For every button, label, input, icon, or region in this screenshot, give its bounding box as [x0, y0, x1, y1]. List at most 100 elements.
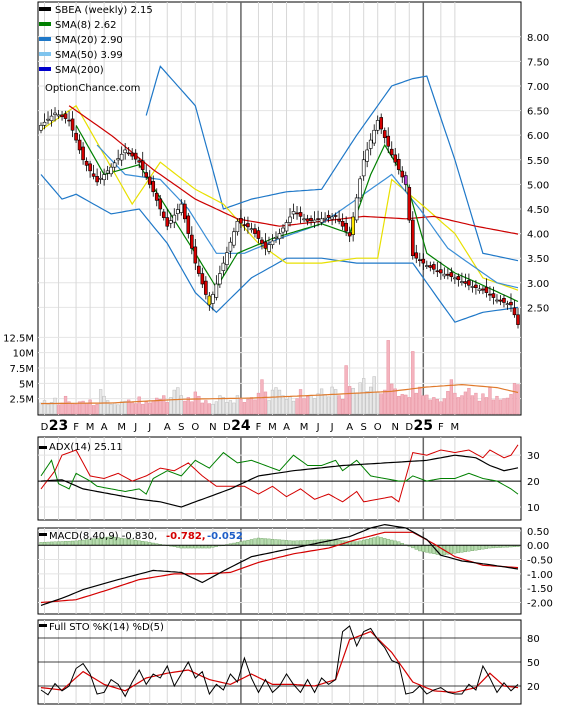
candle-body	[161, 211, 166, 218]
volume-bar	[498, 399, 503, 415]
x-tick-label: D	[223, 422, 231, 433]
legend-entry: SMA(8) 2.62	[55, 20, 116, 31]
candle-body	[112, 162, 117, 168]
candle-body	[218, 273, 222, 285]
volume-bar	[309, 395, 313, 415]
x-tick-label: F	[438, 422, 444, 433]
adx-line	[40, 454, 519, 508]
volume-bar	[386, 340, 390, 415]
macd-histogram-bar	[263, 538, 268, 546]
candle-body	[365, 149, 369, 162]
volume-bar	[60, 402, 64, 415]
volume-bar	[207, 403, 212, 415]
x-tick-label: A	[346, 422, 353, 433]
macd-histogram-bar	[246, 539, 250, 546]
candle-body	[60, 114, 64, 118]
candle-body	[67, 119, 71, 122]
x-tick-label: D	[41, 422, 49, 433]
macd-histogram-bar	[460, 545, 464, 553]
macd-histogram-bar	[453, 545, 457, 554]
candle-body	[326, 214, 331, 218]
macd-histogram-bar	[376, 536, 380, 546]
volume-bar	[274, 387, 278, 415]
x-tick-label: M	[117, 422, 126, 433]
macd-histogram-bar	[358, 540, 362, 546]
sto-tick-label: 50	[527, 658, 540, 669]
candle-body	[77, 139, 82, 151]
candle-body	[407, 187, 412, 221]
macd-histogram-bar	[288, 540, 292, 546]
macd-histogram-bar	[463, 545, 467, 553]
x-tick-label: N	[209, 422, 216, 433]
macd-histogram-bar	[267, 538, 271, 546]
minus-di-line	[40, 444, 519, 503]
macd-panel: 0.50 0.00 -0.50 -1.00 -1.50 -2.00 MACD(8,40,9)…	[37, 523, 553, 615]
x-axis: D 23 F M A M J J A S O N D 24 F M A M J J A S O N D 25 F M	[41, 418, 460, 434]
candle-body	[109, 166, 113, 175]
candle-body	[147, 176, 152, 185]
volume-bar	[439, 401, 443, 415]
x-tick-label: S	[178, 422, 184, 433]
yellow-line	[40, 104, 519, 291]
volume-bar	[288, 396, 292, 415]
candle-body	[207, 295, 212, 306]
candle-body	[235, 220, 240, 233]
macd-histogram-bar	[362, 539, 366, 546]
macd-histogram-bar	[369, 538, 373, 546]
volume-bar	[158, 399, 162, 415]
volume-bar	[134, 403, 138, 415]
adx-tick-label: 30	[527, 451, 540, 462]
candle-body	[165, 217, 170, 227]
macd-histogram-bar	[390, 539, 394, 546]
candle-body	[74, 132, 78, 141]
volume-bar	[491, 399, 496, 415]
volume-bar	[151, 400, 155, 415]
volume-bar	[39, 402, 43, 415]
candle-body	[119, 153, 124, 161]
volume-bar	[186, 397, 190, 415]
sto-legend-swatch	[39, 624, 47, 627]
volume-bar	[49, 402, 54, 415]
candle-body	[439, 269, 443, 274]
volume-bar	[316, 393, 320, 415]
volume-bar	[488, 387, 492, 415]
volume-bar	[81, 400, 85, 415]
volume-bar	[330, 386, 334, 415]
candle-body	[417, 259, 422, 261]
candle-body	[91, 173, 96, 177]
volume-bar	[70, 403, 75, 415]
volume-bar	[249, 397, 254, 415]
volume-bar	[344, 365, 348, 415]
volume-bar	[295, 398, 299, 415]
volume-bar	[460, 395, 464, 415]
candle-body	[98, 177, 103, 180]
volume-bar	[453, 392, 457, 415]
candle-body	[200, 273, 205, 285]
macd-tick-label: -0.50	[527, 556, 553, 567]
candle-body	[46, 118, 50, 121]
volume-bar	[319, 388, 324, 415]
candle-body	[228, 241, 233, 252]
volume-bar	[442, 398, 446, 415]
candle-body	[183, 203, 187, 220]
volume-bar	[477, 400, 482, 415]
macd-histogram-bar	[470, 545, 475, 551]
candle-body	[186, 215, 191, 234]
volume-bar	[116, 404, 120, 415]
volume-bar	[225, 402, 229, 415]
volume-bar	[383, 389, 387, 415]
volume-tick-label: 2.5M	[9, 395, 34, 406]
volume-bar	[456, 397, 461, 415]
volume-bar	[340, 399, 345, 415]
candle-body	[302, 218, 306, 221]
candle-body	[368, 139, 373, 149]
macd-histogram-value: -0.052	[207, 531, 243, 542]
macd-histogram-bar	[281, 539, 285, 546]
candle-body	[95, 176, 99, 183]
x-tick-label: 23	[49, 418, 68, 434]
candle-body	[158, 198, 163, 210]
volume-bar	[141, 403, 145, 415]
candle-body	[470, 286, 475, 288]
candle-body	[179, 203, 184, 213]
volume-bar	[84, 402, 89, 415]
